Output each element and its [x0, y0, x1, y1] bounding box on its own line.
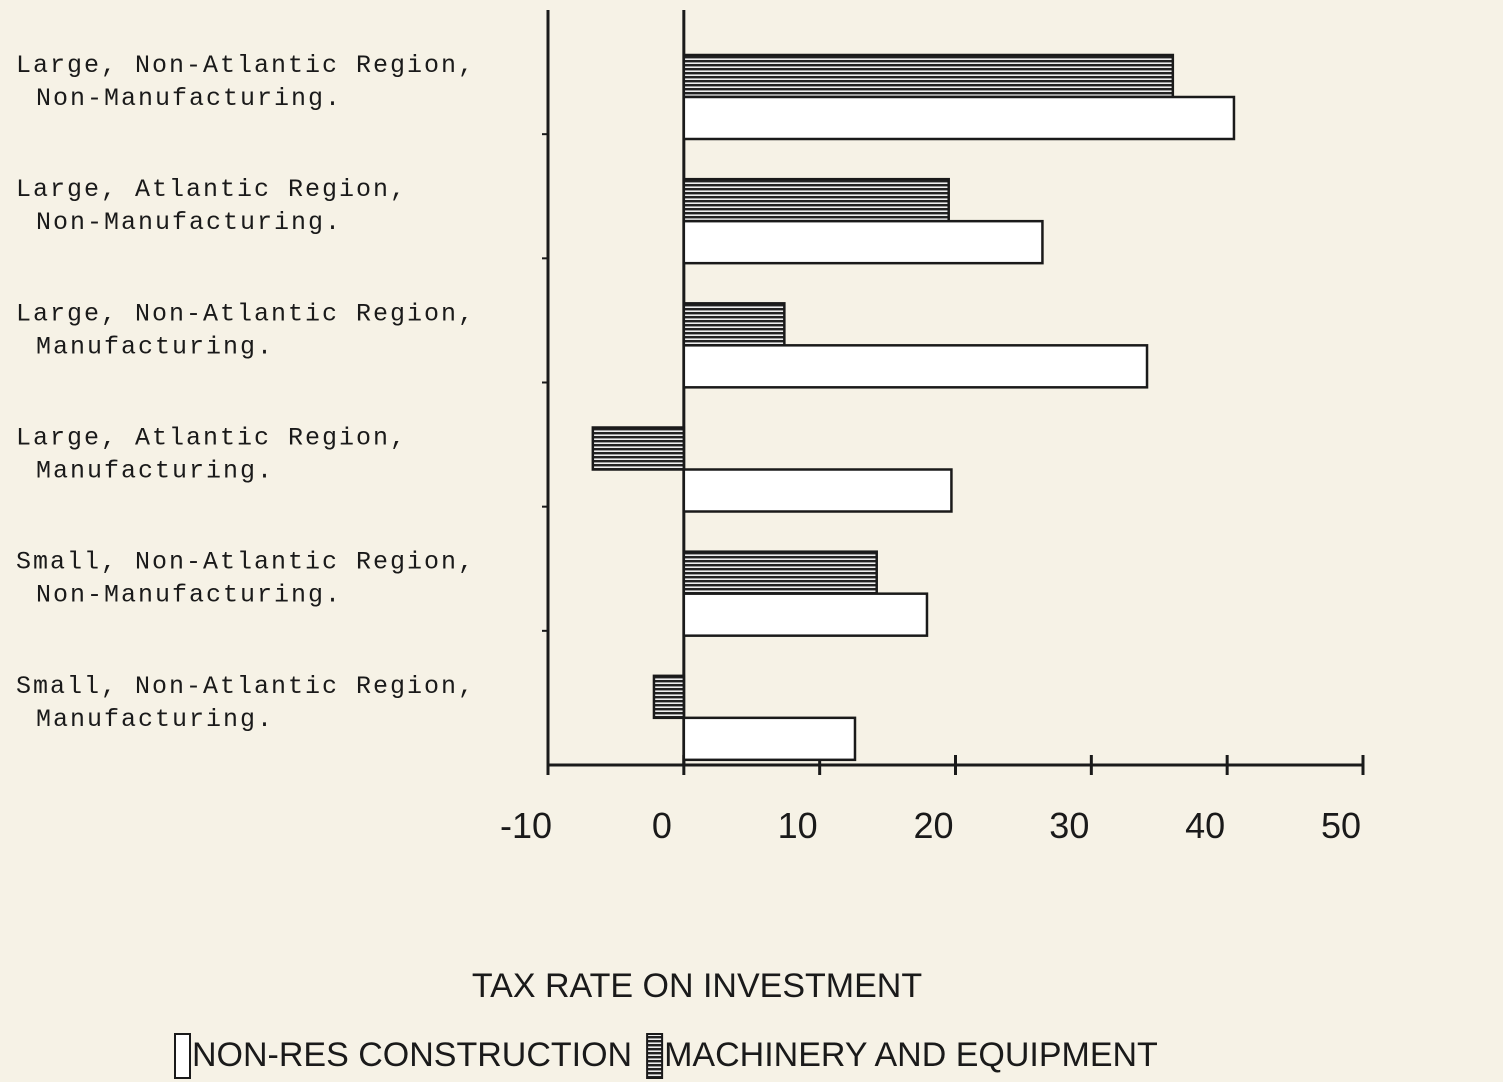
- x-axis-label: TAX RATE ON INVESTMENT: [472, 967, 922, 1005]
- bar: [682, 219, 1044, 265]
- x-tick-label: 40: [1185, 805, 1225, 846]
- bar: [682, 468, 953, 513]
- bar: [682, 344, 1149, 389]
- bar: [682, 95, 1236, 141]
- legend-label: MACHINERY AND EQUIPMENT: [664, 1036, 1158, 1074]
- x-tick-label: 10: [778, 805, 818, 846]
- category-label: Large, Non-Atlantic Region, Manufacturing…: [16, 299, 475, 361]
- category-label: Small, Non-Atlantic Region, Manufacturing…: [16, 672, 475, 734]
- category-label: Small, Non-Atlantic Region, Non-Manufactu…: [16, 548, 475, 610]
- category-label: Large, Non-Atlantic Region, Non-Manufactu…: [16, 51, 475, 113]
- category-label: Large, Atlantic Region, Non-Manufacturing…: [16, 175, 407, 237]
- x-tick-label: 0: [652, 805, 672, 846]
- bar: [591, 426, 686, 471]
- x-tick-label: 50: [1321, 805, 1361, 846]
- bar: [682, 177, 950, 223]
- bar: [682, 302, 786, 347]
- category-label: Large, Atlantic Region, Manufacturing.: [16, 424, 407, 486]
- bar: [682, 716, 857, 762]
- bar: [682, 550, 878, 595]
- legend-label: NON-RES CONSTRUCTION: [192, 1036, 632, 1074]
- x-tick-label: -10: [500, 805, 552, 846]
- legend-swatch: [174, 1033, 191, 1079]
- bar: [652, 674, 686, 720]
- bar: [682, 592, 929, 637]
- legend-swatch: [646, 1033, 664, 1079]
- x-tick-label: 20: [913, 805, 953, 846]
- bar: [682, 53, 1175, 99]
- x-tick-label: 30: [1049, 805, 1089, 846]
